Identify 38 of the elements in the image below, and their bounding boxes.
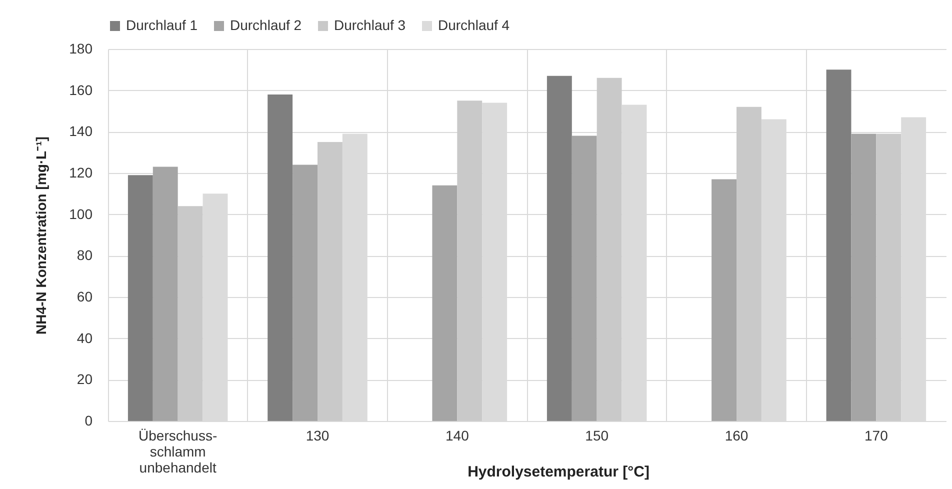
y-tick-label: 100: [69, 206, 93, 222]
bar: [712, 179, 736, 421]
legend-label: Durchlauf 1: [126, 17, 198, 33]
bar: [546, 76, 572, 421]
bar: [152, 166, 178, 421]
legend-label: Durchlauf 3: [334, 17, 406, 33]
legend-label: Durchlauf 4: [438, 17, 510, 33]
y-tick-label: 140: [69, 123, 93, 140]
bar: [268, 94, 293, 421]
y-tick-label: 20: [76, 371, 93, 388]
y-tick-label: 120: [69, 164, 93, 180]
x-tick-label: 170: [864, 428, 888, 444]
bar: [457, 100, 482, 421]
bar: [432, 185, 458, 421]
bar: [826, 70, 852, 421]
bar: [128, 175, 153, 421]
x-tick-label: 150: [585, 428, 609, 444]
bar: [596, 78, 622, 421]
bar: [736, 106, 762, 421]
bar: [876, 134, 902, 421]
bar: [292, 164, 318, 421]
x-axis-title: Hydrolysetemperatur [°C]: [468, 464, 650, 480]
bar: [318, 142, 342, 421]
x-tick-label: 140: [445, 428, 470, 444]
y-tick-label: 0: [84, 412, 93, 428]
y-tick-label: 60: [76, 288, 93, 304]
y-axis-title: NH4-N Konzentration [mg·L⁻¹]: [33, 136, 50, 334]
x-tick-label: 130: [306, 428, 330, 444]
x-tick-label: Überschuss- schlamm unbehandelt: [138, 428, 218, 476]
bar: [572, 136, 597, 421]
y-tick-label: 180: [69, 40, 93, 56]
x-tick-label: 160: [724, 428, 748, 444]
bar: [851, 134, 876, 421]
y-tick-label: 80: [76, 247, 93, 264]
y-tick-label: 40: [76, 330, 93, 346]
legend-label: Durchlauf 2: [230, 17, 302, 33]
bar: [178, 206, 203, 421]
y-tick-label: 160: [69, 82, 93, 98]
